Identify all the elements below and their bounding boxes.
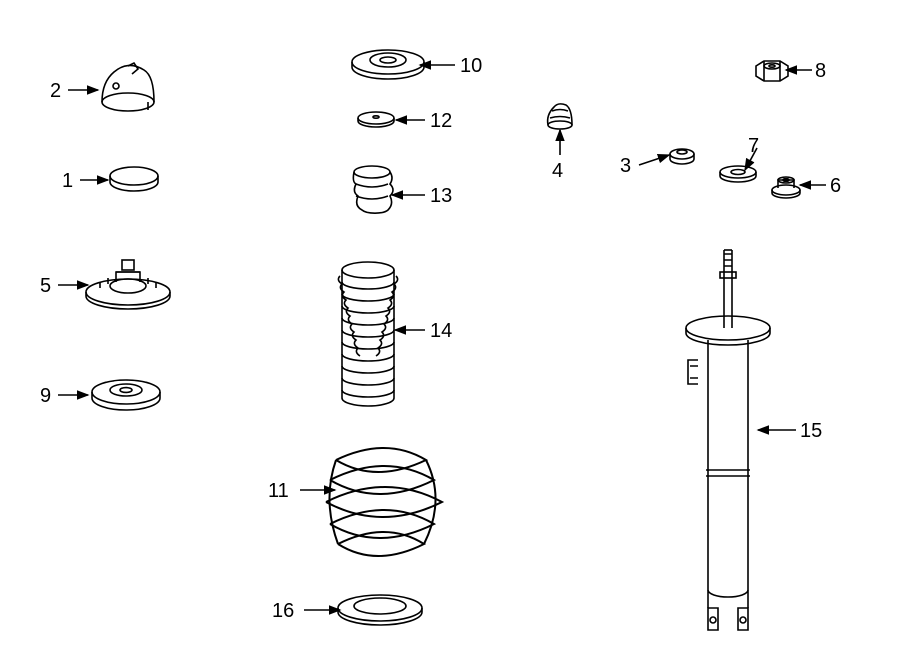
part-5-strut-mount (86, 260, 170, 309)
callout-label-1: 1 (62, 170, 73, 193)
callout-label-14: 14 (430, 320, 452, 343)
part-3-clip (670, 149, 694, 164)
part-12-disc (358, 112, 394, 127)
part-13-bump-stop (353, 166, 393, 213)
part-14-dust-boot (338, 262, 397, 406)
callout-label-5: 5 (40, 275, 51, 298)
callout-label-12: 12 (430, 110, 452, 133)
callout-label-3: 3 (620, 155, 631, 178)
callout-label-8: 8 (815, 60, 826, 83)
part-6-flange-nut (772, 177, 800, 198)
part-2-dome-cap (102, 63, 154, 111)
part-15-strut (686, 250, 770, 630)
callout-label-10: 10 (460, 55, 482, 78)
part-16-spring-pad (338, 595, 422, 625)
callout-label-13: 13 (430, 185, 452, 208)
callout-arrow-3 (639, 155, 669, 165)
part-10-upper-seat (352, 50, 424, 79)
callout-label-7: 7 (748, 135, 759, 158)
callout-label-2: 2 (50, 80, 61, 103)
part-7-washer (720, 166, 756, 182)
part-8-hex-nut (756, 61, 788, 81)
callout-label-16: 16 (272, 600, 294, 623)
callout-label-6: 6 (830, 175, 841, 198)
part-11-coil-spring (326, 448, 442, 556)
callout-label-11: 11 (268, 480, 289, 503)
parts-diagram: 12345678910111213141516 (0, 0, 900, 661)
part-9-seat (92, 380, 160, 410)
part-4-boot (548, 104, 572, 129)
callout-label-9: 9 (40, 385, 51, 408)
callout-label-15: 15 (800, 420, 822, 443)
callout-label-4: 4 (552, 160, 563, 183)
part-1-cap (110, 167, 158, 191)
